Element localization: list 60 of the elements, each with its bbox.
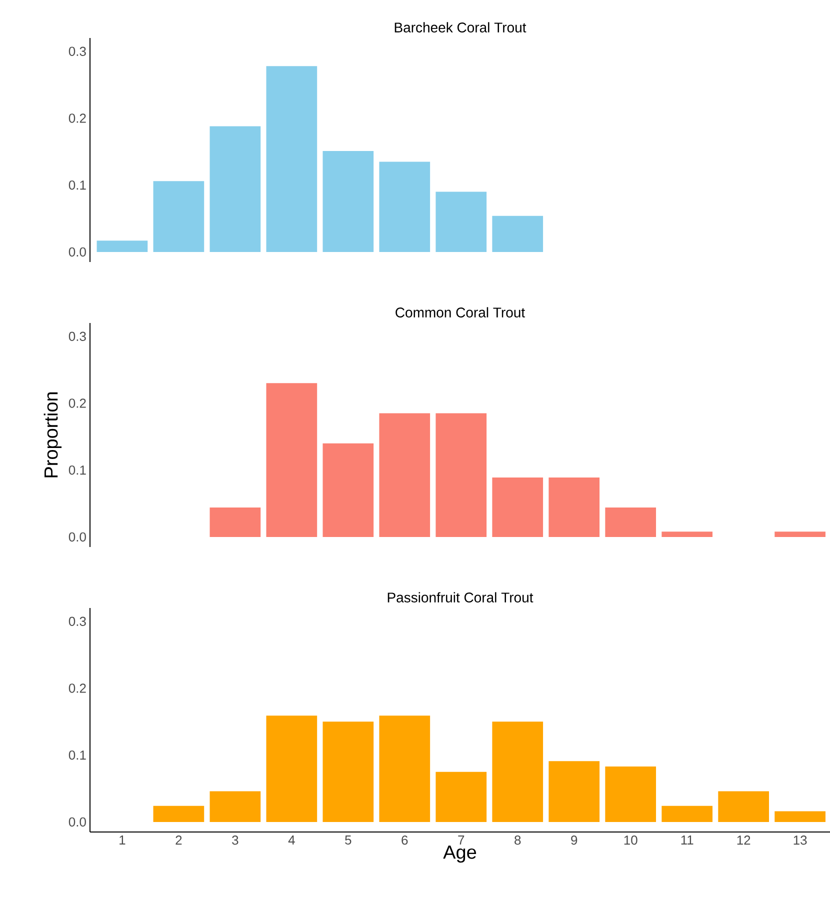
x-tick-label: 11	[681, 836, 693, 844]
x-tick-label: 2	[175, 836, 182, 845]
y-tick-label: 0.1	[68, 180, 86, 190]
y-tick-label: 0.3	[68, 46, 86, 56]
bar	[718, 791, 769, 822]
bar	[266, 383, 317, 537]
bar	[604, 766, 656, 822]
bar	[492, 722, 543, 822]
bar	[378, 162, 430, 252]
bar	[266, 716, 317, 822]
bar	[153, 806, 204, 822]
bar	[548, 477, 600, 537]
bar	[378, 716, 430, 822]
y-tick-label: 0.2	[68, 114, 86, 123]
bar	[604, 508, 656, 537]
y-tick-label: 0.3	[68, 332, 86, 341]
x-tick-label: 5	[344, 836, 351, 845]
y-tick-label: 0.0	[68, 247, 86, 257]
bar	[210, 126, 260, 252]
y-tick-label: 0.1	[68, 750, 86, 760]
y-tick-label: 0.3	[68, 616, 86, 626]
x-tick-label: 12	[737, 836, 750, 845]
x-tick-label: 4	[288, 836, 295, 844]
chart-title: Passionfruit Coral Trout	[388, 592, 533, 602]
x-tick-label: 1	[119, 836, 125, 844]
bar	[322, 150, 374, 252]
y-tick-label: 0.2	[68, 684, 86, 693]
bar	[435, 413, 486, 537]
x-axis-title: Age	[442, 846, 476, 863]
bar	[661, 806, 712, 822]
x-tick-label: 13	[794, 836, 806, 845]
bar	[548, 761, 600, 822]
bar	[153, 181, 204, 252]
bar	[774, 811, 826, 822]
chart-title: Common Coral Trout	[395, 307, 525, 318]
bar	[210, 508, 260, 537]
bar	[435, 772, 486, 822]
x-tick-label: 6	[401, 836, 408, 845]
y-tick-label: 0.1	[68, 465, 86, 475]
bar	[435, 192, 486, 252]
x-tick-label: 10	[624, 836, 638, 845]
bar	[774, 532, 826, 537]
y-axis-title: Proportion	[44, 392, 62, 478]
bar	[661, 532, 712, 537]
chart-title: Barcheek Coral Trout	[394, 22, 526, 32]
x-tick-label: 8	[514, 836, 520, 845]
bar	[322, 722, 374, 822]
bar	[492, 216, 543, 252]
y-tick-label: 0.0	[68, 532, 86, 542]
bar	[266, 66, 317, 252]
x-tick-label: 7	[458, 836, 464, 844]
bar	[210, 791, 260, 822]
y-tick-label: 0.0	[68, 817, 86, 827]
x-tick-label: 9	[570, 836, 577, 845]
x-tick-label: 3	[232, 836, 238, 845]
bar	[378, 413, 430, 537]
bar	[322, 443, 374, 537]
y-tick-label: 0.2	[68, 398, 86, 408]
bar	[96, 240, 148, 252]
bar	[492, 477, 543, 537]
